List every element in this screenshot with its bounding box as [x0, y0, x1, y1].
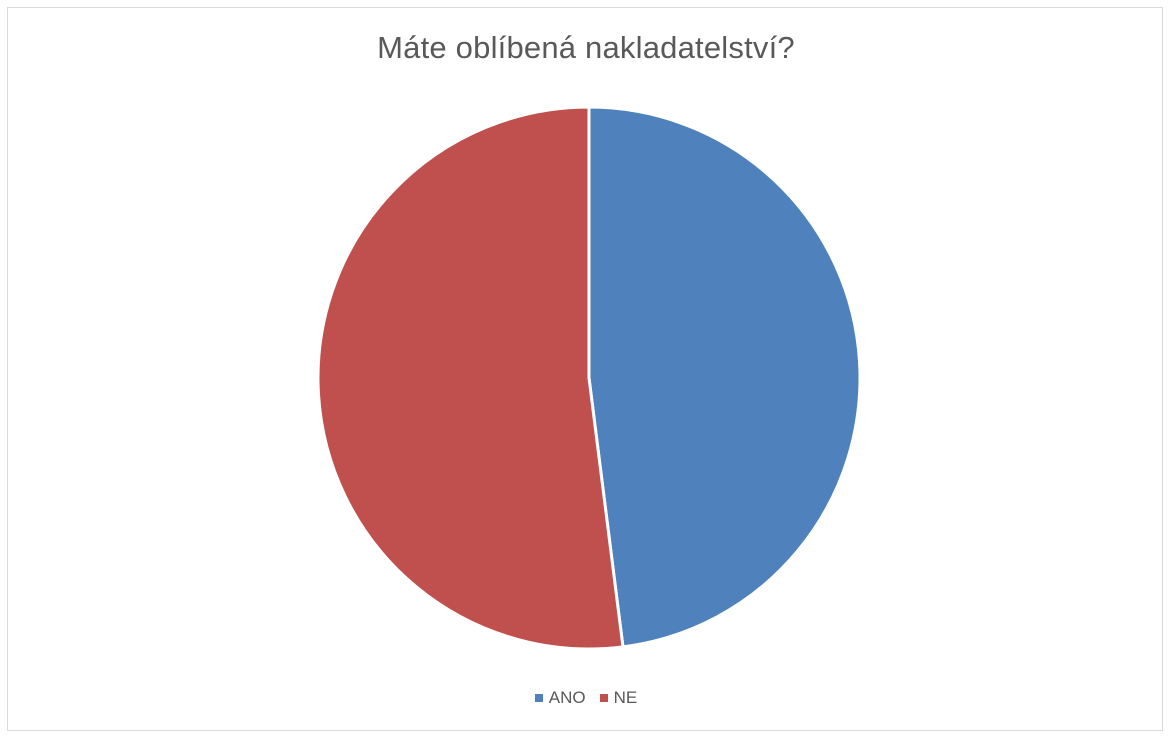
legend-swatch-ne [599, 694, 608, 702]
legend: ANO NE [0, 688, 1172, 708]
pie-slice-ano [587, 105, 862, 649]
pie-slice-ne [316, 105, 625, 651]
legend-label-ne: NE [613, 688, 638, 707]
legend-item-ano: ANO [534, 688, 586, 708]
legend-label-ano: ANO [548, 688, 586, 707]
chart-title: Máte oblíbená nakladatelství? [377, 30, 795, 65]
legend-item-ne: NE [599, 688, 638, 708]
legend-swatch-ano [534, 694, 543, 702]
